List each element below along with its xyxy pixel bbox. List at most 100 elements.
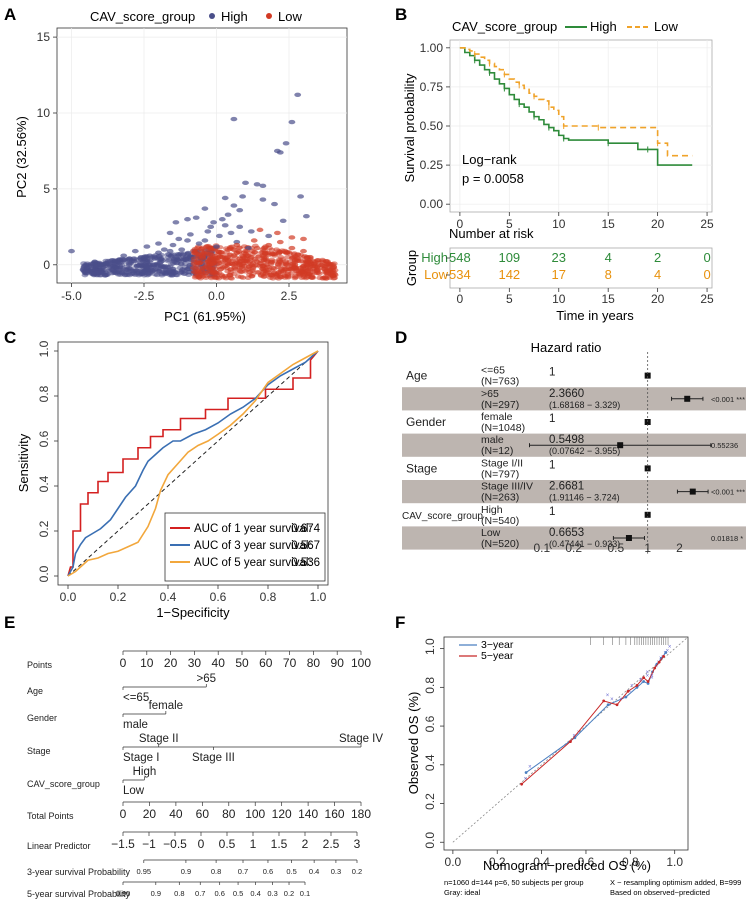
point-low	[253, 245, 261, 251]
calibration-point	[642, 680, 646, 683]
legend-label-1-year: AUC of 1 year survival:	[194, 523, 312, 535]
cloud-point-low	[218, 272, 225, 278]
nomogram-tick-label: 40	[169, 807, 183, 821]
nomogram-row-label: CAV_score_group	[27, 779, 100, 789]
x-tick-label: -2.5	[134, 289, 155, 303]
optimism-marker: ×	[650, 676, 654, 682]
rug-ticks	[590, 637, 669, 645]
y-tick-label: 5	[43, 182, 50, 196]
optimism-marker: ×	[572, 734, 576, 740]
x-tick-label: 0.6	[578, 855, 595, 869]
point-low	[218, 254, 226, 260]
optimism-marker: ×	[639, 679, 643, 685]
point-low	[291, 262, 299, 267]
cloud-point-low	[288, 266, 296, 271]
point-low	[259, 264, 267, 269]
point-high	[288, 119, 296, 125]
y-axis-ticks: 0.0 0.2 0.4 0.6 0.8 1.0	[37, 340, 58, 582]
point-high	[68, 248, 75, 254]
point-low	[297, 265, 304, 271]
calibration-point	[664, 651, 668, 654]
nomogram-category-label: Stage IV	[339, 733, 383, 745]
risk-row-label-high: High	[421, 250, 448, 265]
y-tick-label: 0.0	[37, 565, 51, 582]
forest-variable-label: Stage	[406, 461, 438, 475]
point-low	[239, 253, 247, 258]
point-low	[314, 258, 322, 263]
nomogram-tick-label: 140	[298, 807, 318, 821]
cloud-point-low	[260, 274, 268, 279]
y-tick-label: 0.4	[37, 475, 51, 492]
cloud-point-high	[156, 269, 164, 274]
cloud-point-low	[284, 271, 292, 277]
nomogram-category-label: male	[123, 719, 148, 731]
point-high	[192, 215, 200, 220]
cloud-point-high	[165, 257, 173, 263]
footnote-right-1: X − resampling optimism added, B=999	[610, 878, 741, 887]
forest-level-label: High	[481, 504, 503, 516]
panel-letter-e: E	[4, 613, 15, 632]
x-tick-label: 15	[602, 292, 616, 306]
point-low	[204, 259, 212, 264]
cloud-point-low	[238, 269, 246, 274]
nomogram-tick-label: 0.7	[238, 867, 248, 876]
nomogram-tick-label: 1.5	[271, 837, 288, 851]
optimism-marker: ×	[619, 697, 623, 703]
point-high	[184, 238, 191, 243]
nomogram-tick-label: 0.2	[284, 889, 294, 898]
calibration-point	[626, 689, 630, 693]
point-high	[85, 264, 93, 269]
legend-box	[164, 512, 326, 582]
point-high	[221, 223, 229, 228]
point-high	[207, 224, 215, 230]
nomogram-tick-label: 0	[120, 807, 127, 821]
y-axis-label: Survival probability	[402, 73, 417, 183]
cloud-point-low	[231, 266, 239, 271]
point-high	[120, 253, 128, 258]
y-axis-ticks: 0.00 0.25 0.50 0.75 1.00	[420, 41, 450, 211]
cloud-point-low	[192, 266, 200, 271]
point-low	[268, 259, 275, 264]
cloud-point-low	[265, 251, 272, 256]
nomogram-tick-label: −0.5	[163, 837, 187, 851]
point-high	[265, 233, 273, 239]
y-tick-label: 0	[43, 258, 50, 272]
forest-rows: Age <=65(N=763) 1 >65(N=297) 2.3660(1.68168 …	[402, 352, 746, 554]
calibration-point	[646, 680, 650, 683]
point-low	[274, 230, 281, 236]
point-high	[276, 150, 284, 155]
y-tick-label: 0.75	[420, 80, 444, 94]
y-tick-label: 0.8	[423, 677, 437, 694]
cloud-point-low	[226, 273, 234, 278]
forest-ci-text: (1.68168 − 3.329)	[549, 400, 620, 410]
point-high	[233, 239, 241, 245]
point-high	[126, 256, 133, 261]
cloud-point-high	[143, 259, 151, 264]
point-high	[224, 212, 232, 217]
nomogram-row-label: Points	[27, 660, 53, 670]
cloud-point-high	[128, 271, 136, 277]
nomogram-tick-label: 0.5	[286, 867, 296, 876]
x-tick-label: 0.0	[208, 289, 225, 303]
forest-ci-text: (1.91146 − 3.724)	[549, 493, 620, 503]
legend-marker-low	[266, 13, 272, 19]
y-tick-label: 0.2	[37, 520, 51, 537]
x-tick-label: 0.0	[445, 855, 462, 869]
x-tick-label: 0	[457, 292, 464, 306]
y-tick-label: 10	[37, 106, 51, 120]
panel-a: A CAV_score_group High Low -5.0 -2.5 0.0 2.…	[4, 5, 348, 324]
nomogram-tick-label: 0.4	[250, 889, 260, 898]
x-tick-label: 25	[700, 217, 714, 231]
forest-p-value: <0.001 ***	[711, 488, 745, 497]
point-low	[282, 267, 290, 272]
forest-hr-value: 1	[549, 367, 555, 379]
cloud-point-low	[203, 244, 210, 250]
point-high	[271, 201, 278, 207]
points	[68, 92, 339, 281]
cloud-point-low	[269, 276, 277, 281]
point-low	[265, 242, 273, 248]
forest-hr-value: 1	[549, 506, 555, 518]
optimism-marker: ×	[577, 730, 581, 736]
calibration-point	[646, 682, 650, 685]
